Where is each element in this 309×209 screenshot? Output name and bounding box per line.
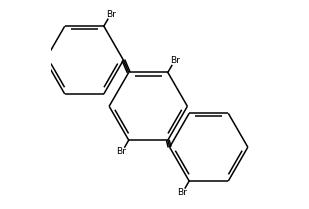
Text: Br: Br [170, 56, 180, 65]
Text: Br: Br [106, 10, 116, 19]
Text: Br: Br [177, 188, 187, 197]
Text: Br: Br [116, 147, 126, 156]
